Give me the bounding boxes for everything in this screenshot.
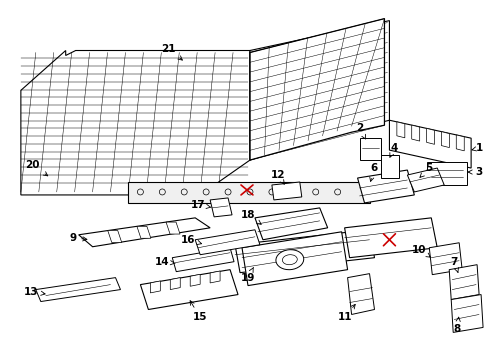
Polygon shape	[450, 294, 482, 332]
Ellipse shape	[275, 250, 303, 270]
Polygon shape	[411, 125, 419, 141]
Text: 4: 4	[389, 143, 397, 157]
Text: 1: 1	[471, 143, 482, 153]
Polygon shape	[166, 222, 180, 234]
Polygon shape	[137, 226, 151, 238]
Text: 18: 18	[240, 210, 261, 224]
Polygon shape	[21, 50, 249, 195]
Polygon shape	[190, 274, 200, 286]
Polygon shape	[254, 208, 327, 240]
Text: 17: 17	[190, 200, 211, 210]
Polygon shape	[426, 129, 434, 144]
Polygon shape	[172, 248, 234, 272]
Polygon shape	[140, 270, 238, 310]
Polygon shape	[249, 21, 388, 160]
Text: 10: 10	[411, 245, 429, 257]
Text: 6: 6	[369, 163, 377, 181]
Ellipse shape	[282, 255, 297, 265]
Polygon shape	[428, 243, 461, 275]
Text: 3: 3	[467, 167, 482, 177]
Polygon shape	[195, 230, 260, 255]
Text: 15: 15	[190, 301, 207, 323]
Polygon shape	[381, 155, 399, 178]
Polygon shape	[271, 182, 301, 200]
Polygon shape	[128, 182, 369, 203]
Polygon shape	[357, 170, 413, 203]
Polygon shape	[347, 274, 374, 315]
Polygon shape	[448, 265, 478, 300]
Polygon shape	[441, 132, 448, 148]
Polygon shape	[396, 122, 404, 138]
Polygon shape	[344, 218, 436, 258]
Polygon shape	[170, 278, 180, 289]
Text: 13: 13	[23, 287, 45, 297]
Text: 8: 8	[453, 317, 460, 334]
Polygon shape	[210, 271, 220, 283]
Polygon shape	[407, 168, 443, 192]
Text: 5: 5	[419, 163, 432, 177]
Polygon shape	[388, 120, 470, 168]
Polygon shape	[455, 135, 463, 151]
Polygon shape	[235, 230, 374, 273]
Text: 20: 20	[25, 160, 48, 176]
Polygon shape	[107, 230, 122, 243]
Text: 16: 16	[181, 235, 201, 245]
Polygon shape	[427, 162, 466, 185]
Text: 2: 2	[355, 123, 365, 139]
Text: 12: 12	[270, 170, 285, 184]
Polygon shape	[210, 198, 232, 217]
Text: 9: 9	[69, 233, 87, 243]
Text: 14: 14	[155, 257, 175, 267]
Polygon shape	[79, 218, 210, 247]
Text: 21: 21	[161, 44, 182, 60]
Text: 7: 7	[449, 257, 458, 272]
Text: 11: 11	[337, 305, 354, 323]
Polygon shape	[242, 232, 347, 285]
Polygon shape	[36, 278, 120, 302]
Polygon shape	[249, 19, 384, 160]
Polygon shape	[150, 281, 160, 293]
Text: 19: 19	[240, 267, 255, 283]
Polygon shape	[359, 138, 381, 160]
